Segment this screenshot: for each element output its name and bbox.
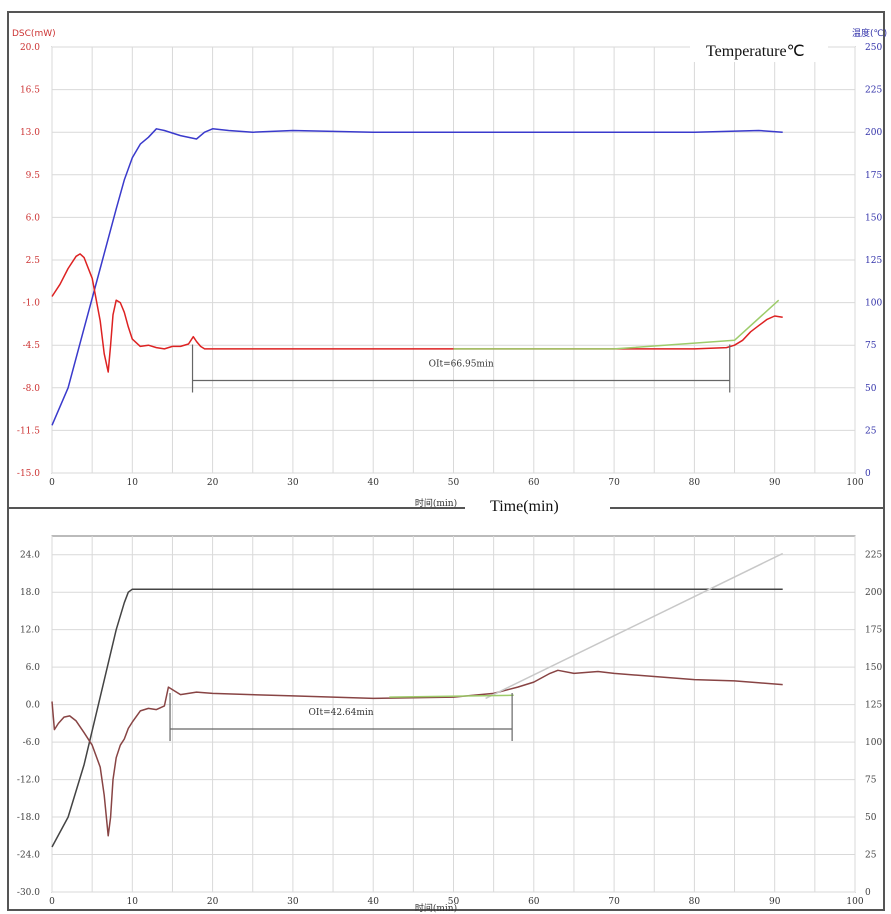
bot-series-line-3: [389, 694, 514, 698]
bot-series-line-1: [51, 669, 783, 837]
bottom-ticks-group: 0 10 20 30 40 50 60 70 80 90 100 -30.0 -24.0 -18.0 -12…: [17, 551, 883, 907]
y-left-tick-label: 20.0: [20, 43, 40, 53]
oit-label: OIt=66.95min: [429, 359, 494, 369]
y-right-tick-label: 125: [865, 701, 882, 711]
y-left-tick-label: -1.0: [23, 299, 41, 309]
y-left-tick-label: -15.0: [17, 469, 40, 479]
oit-label: OIt=42.64min: [309, 708, 374, 718]
y-left-tick-label: -6.0: [23, 738, 41, 748]
x-tick-label: 10: [127, 478, 139, 488]
top-series-group: [51, 128, 783, 426]
y-right-tick-label: 50: [865, 813, 877, 823]
y-right-tick-label: 75: [865, 776, 877, 786]
y-right-tick-label: 75: [865, 341, 877, 351]
y-left-tick-label: 2.5: [26, 256, 41, 266]
y-right-tick-label: 150: [865, 663, 882, 673]
x-tick-label: 40: [367, 478, 379, 488]
y-left-tick-label: 9.5: [26, 171, 41, 181]
bot-series-line-2: [485, 552, 784, 700]
top-series-line-2: [453, 299, 780, 350]
y-left-tick-label: -12.0: [17, 776, 40, 786]
bottom-chart: OIt=42.64min 0 10 20 30 40 50 60 70 80 90 100 -30.0…: [17, 492, 883, 914]
y-right-tick-label: 200: [865, 128, 882, 138]
top-caption: Temperature℃: [706, 43, 805, 60]
y-right-tick-label: 175: [865, 626, 882, 636]
y-right-tick-label: 125: [865, 256, 882, 266]
top-chart: OIt=66.95min 0 10 20 30 40 50 60 70 80 90 100 -15.0…: [12, 27, 887, 509]
y-left-tick-label: -18.0: [17, 813, 40, 823]
y-right-tick-label: 25: [865, 426, 877, 436]
y-left-tick-label: 13.0: [20, 128, 40, 138]
y-left-tick-label: -24.0: [17, 851, 40, 861]
y-left-tick-label: 6.0: [26, 663, 41, 673]
bottom-grid: [51, 536, 856, 893]
y-right-tick-label: 100: [865, 299, 882, 309]
y-left-tick-label: 0.0: [26, 701, 41, 711]
x-tick-label: 20: [207, 478, 219, 488]
y-left-tick-label: -30.0: [17, 888, 40, 898]
y-left-tick-label: -4.5: [23, 341, 41, 351]
x-tick-label: 100: [846, 897, 863, 907]
y-right-tick-label: 150: [865, 213, 882, 223]
y-right-tick-label: 0: [865, 888, 871, 898]
top-annotation-group: OIt=66.95min: [191, 344, 731, 393]
x-tick-label: 60: [528, 478, 540, 488]
top-ticks-group: 0 10 20 30 40 50 60 70 80 90 100 -15.0 -11.5 -8.0 -4.5…: [17, 43, 883, 488]
x-tick-label: 30: [287, 478, 299, 488]
y-right-tick-label: 200: [865, 588, 882, 598]
x-tick-label: 80: [689, 478, 701, 488]
y-right-tick-label: 225: [865, 86, 882, 96]
y-right-tick-label: 225: [865, 551, 882, 561]
x-tick-label: 70: [608, 478, 620, 488]
bottom-annotation-group: OIt=42.64min: [169, 692, 513, 741]
y-right-tick-label: 250: [865, 43, 882, 53]
x-tick-label: 60: [528, 897, 540, 907]
bottom-caption-bg: [465, 492, 610, 520]
x-tick-label: 40: [367, 897, 379, 907]
y-left-tick-label: 18.0: [20, 588, 40, 598]
bottom-caption: Time(min): [490, 498, 559, 515]
top-x-axis-label: 时间(min): [415, 497, 457, 509]
y-right-tick-label: 0: [865, 469, 871, 479]
top-series-line-0: [51, 128, 783, 426]
x-tick-label: 10: [127, 897, 139, 907]
bot-series-line-0: [51, 588, 783, 848]
x-tick-label: 0: [49, 897, 55, 907]
y-left-tick-label: 16.5: [20, 86, 40, 96]
y-right-tick-label: 50: [865, 384, 877, 394]
top-right-axis-label: 温度(℃): [852, 27, 887, 39]
bottom-x-axis-label: 时间(min): [415, 902, 457, 914]
y-left-tick-label: 12.0: [20, 626, 40, 636]
x-tick-label: 100: [846, 478, 863, 488]
x-tick-label: 70: [608, 897, 620, 907]
y-left-tick-label: 24.0: [20, 551, 40, 561]
x-tick-label: 30: [287, 897, 299, 907]
x-tick-label: 80: [689, 897, 701, 907]
top-caption-bg: [690, 38, 828, 62]
y-right-tick-label: 100: [865, 738, 882, 748]
top-series-line-1: [51, 253, 783, 373]
top-left-axis-label: DSC(mW): [12, 29, 56, 39]
x-tick-label: 0: [49, 478, 55, 488]
bottom-panel-frame: [7, 507, 885, 911]
y-left-tick-label: -11.5: [17, 426, 40, 436]
x-tick-label: 90: [769, 897, 781, 907]
bottom-series-group: [51, 552, 784, 848]
x-tick-label: 50: [448, 897, 460, 907]
top-grid: [51, 46, 856, 474]
x-tick-label: 50: [448, 478, 460, 488]
y-right-tick-label: 25: [865, 851, 877, 861]
y-right-tick-label: 175: [865, 171, 882, 181]
x-tick-label: 20: [207, 897, 219, 907]
y-left-tick-label: 6.0: [26, 213, 41, 223]
x-tick-label: 90: [769, 478, 781, 488]
y-left-tick-label: -8.0: [23, 384, 41, 394]
